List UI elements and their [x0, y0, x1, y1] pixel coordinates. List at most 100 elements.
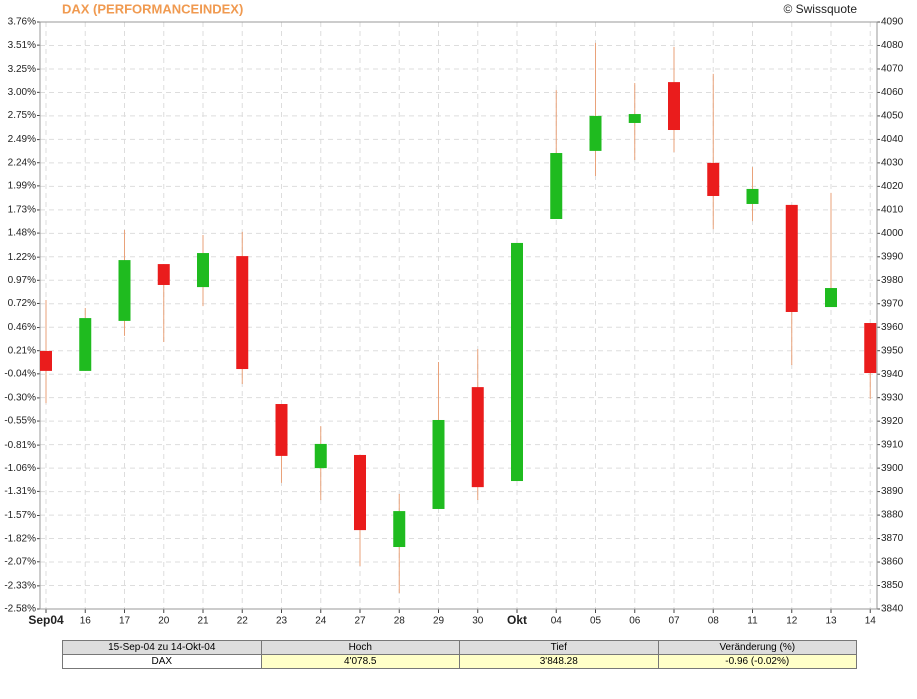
y2-tick-label: 3920: [881, 416, 904, 427]
x-tick-label: Okt: [507, 613, 527, 627]
candle-body: [157, 264, 170, 285]
x-tick-label: 22: [237, 616, 249, 627]
x-tick-label: 11: [747, 616, 758, 627]
header-cell: Hoch: [260, 640, 460, 655]
y2-tick-label: 3850: [881, 580, 904, 591]
y2-tick-label: 3900: [881, 463, 904, 474]
y2-tick-label: 3990: [881, 251, 904, 262]
candle-body: [628, 114, 641, 123]
y-tick-label: -1.57%: [4, 510, 36, 521]
data-row: DAX 4'078.5 3'848.28 -0.96 (-0.02%): [62, 654, 857, 669]
y2-tick-label: 4030: [881, 158, 904, 169]
header-row: 15-Sep-04 zu 14-Okt-04 Hoch Tief Verände…: [62, 640, 857, 655]
candle-body: [236, 256, 249, 370]
header-cell: Veränderung (%): [657, 640, 857, 655]
y-tick-label: 0.72%: [8, 298, 36, 309]
candle-body: [354, 454, 366, 531]
y-tick-label: -2.07%: [4, 556, 36, 567]
y-tick-label: 3.25%: [8, 64, 36, 75]
candle-body: [197, 253, 209, 288]
y2-tick-label: 3940: [881, 369, 904, 380]
x-tick-label: 21: [197, 616, 209, 627]
y2-tick-label: 3980: [881, 275, 904, 286]
y2-tick-label: 3870: [881, 533, 904, 544]
y2-tick-label: 3930: [881, 392, 904, 403]
y2-tick-label: 3860: [881, 557, 904, 568]
x-tick-label: 05: [590, 616, 602, 627]
source: © Swissquote: [783, 2, 857, 16]
y2-tick-label: 3970: [881, 298, 904, 309]
cell: -0.96 (-0.02%): [657, 654, 857, 669]
y2-tick-label: 3890: [881, 486, 904, 497]
x-tick-label: 08: [708, 616, 720, 627]
candle-body: [79, 318, 92, 371]
y-tick-label: -0.04%: [4, 368, 36, 379]
x-tick-label: 30: [472, 616, 484, 627]
y2-tick-label: 4090: [881, 17, 904, 28]
y2-tick-label: 4020: [881, 181, 904, 192]
x-tick-label: 04: [551, 616, 563, 627]
candle-body: [314, 443, 327, 469]
candle-body: [432, 419, 445, 509]
x-tick-label: 24: [315, 616, 327, 627]
candle-body: [668, 82, 680, 131]
candle-body: [589, 115, 602, 151]
candle-body: [864, 323, 877, 374]
y2-tick-label: 3960: [881, 322, 904, 333]
y-tick-label: 1.99%: [8, 181, 36, 192]
cell: DAX: [62, 654, 262, 669]
candle-body: [118, 260, 131, 321]
x-tick-label: 23: [276, 616, 288, 627]
chart: DAX (PERFORMANCEINDEX) © Swissquote 3.76…: [4, 1, 904, 627]
y2-tick-label: 3950: [881, 345, 904, 356]
candle-body: [471, 387, 484, 488]
y2-tick-label: 4010: [881, 204, 904, 215]
header-cell: Tief: [459, 640, 659, 655]
x-tick-label: 12: [786, 616, 798, 627]
cell: 4'078.5: [260, 654, 460, 669]
x-tick-label: 06: [629, 616, 641, 627]
y-tick-label: 1.22%: [8, 252, 36, 263]
y-tick-label: -0.55%: [4, 416, 36, 427]
x-tick-label: 13: [825, 616, 837, 627]
header-cell: 15-Sep-04 zu 14-Okt-04: [62, 640, 262, 655]
summary-table: 15-Sep-04 zu 14-Okt-04 Hoch Tief Verände…: [62, 640, 857, 669]
y2-tick-label: 4060: [881, 87, 904, 98]
y2-tick-label: 4070: [881, 64, 904, 75]
y2-tick-label: 4050: [881, 111, 904, 122]
y2-tick-label: 4080: [881, 40, 904, 51]
y-tick-label: -1.82%: [4, 533, 36, 544]
x-tick-label: Sep04: [28, 613, 64, 627]
x-tick-label: 17: [119, 616, 131, 627]
y2-tick-label: 3910: [881, 439, 904, 450]
y-tick-label: 0.21%: [8, 345, 36, 356]
x-tick-label: 16: [80, 616, 92, 627]
plot-border: [39, 21, 878, 610]
chart-title: DAX (PERFORMANCEINDEX): [62, 1, 243, 16]
y2-tick-label: 3880: [881, 510, 904, 521]
candle-body: [707, 162, 720, 196]
y-tick-label: 1.48%: [8, 228, 36, 239]
y-tick-label: -0.30%: [4, 393, 36, 404]
x-tick-label: 14: [865, 616, 877, 627]
y-tick-label: 0.97%: [8, 275, 36, 286]
y-tick-label: -1.31%: [4, 486, 36, 497]
x-tick-label: 28: [394, 616, 406, 627]
y-tick-label: 2.24%: [8, 157, 36, 168]
cell: 3'848.28: [459, 654, 659, 669]
y2-tick-label: 4040: [881, 134, 904, 145]
y-tick-label: -2.33%: [4, 580, 36, 591]
y-tick-label: -1.06%: [4, 463, 36, 474]
y-tick-label: 2.49%: [8, 134, 36, 145]
y2-tick-label: 4000: [881, 228, 904, 239]
candle-body: [40, 350, 52, 371]
y-tick-label: -0.81%: [4, 440, 36, 451]
y-tick-label: 3.76%: [8, 17, 36, 28]
candle-body: [550, 153, 563, 219]
candle-body: [393, 511, 406, 548]
candle-body: [275, 404, 288, 456]
y-tick-label: -2.58%: [4, 604, 36, 615]
y-tick-label: 2.75%: [8, 110, 36, 121]
y-tick-label: 3.51%: [8, 40, 36, 51]
